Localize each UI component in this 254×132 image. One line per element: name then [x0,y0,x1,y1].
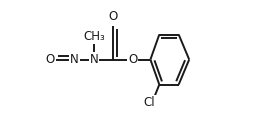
Text: CH₃: CH₃ [83,30,105,43]
Text: O: O [109,10,118,23]
Text: O: O [45,53,54,66]
Text: Cl: Cl [144,96,155,109]
Text: N: N [70,53,79,66]
Text: O: O [128,53,137,66]
Text: N: N [89,53,98,66]
